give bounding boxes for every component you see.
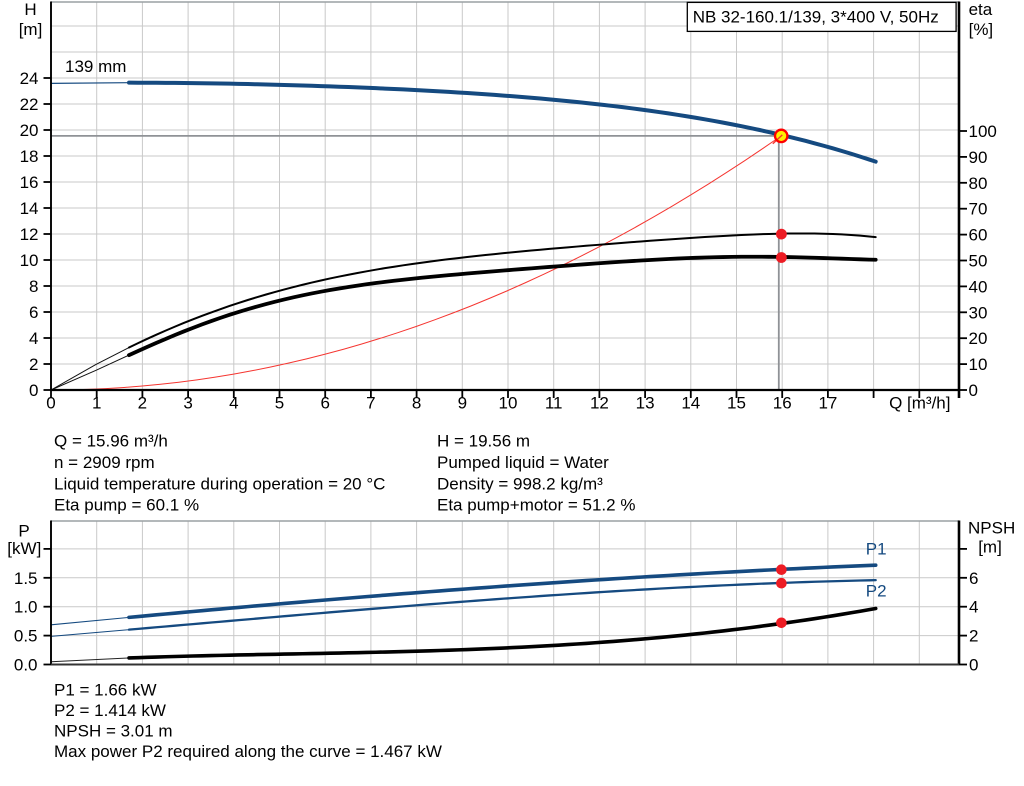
- svg-text:139 mm: 139 mm: [65, 57, 126, 76]
- svg-text:20: 20: [20, 121, 39, 140]
- svg-text:10: 10: [969, 355, 988, 374]
- svg-text:16: 16: [20, 173, 39, 192]
- svg-text:1.0: 1.0: [14, 598, 38, 617]
- svg-text:[m]: [m]: [978, 538, 1002, 557]
- svg-text:H: H: [24, 0, 36, 19]
- svg-text:6: 6: [29, 303, 38, 322]
- svg-text:P2: P2: [866, 581, 887, 600]
- svg-text:[kW]: [kW]: [7, 539, 41, 558]
- svg-text:60: 60: [969, 226, 988, 245]
- svg-text:4: 4: [29, 329, 38, 348]
- svg-text:6: 6: [969, 569, 978, 588]
- svg-text:12: 12: [590, 394, 609, 413]
- svg-text:H = 19.56 m: H = 19.56 m: [437, 432, 530, 451]
- svg-text:0: 0: [29, 381, 38, 400]
- svg-text:40: 40: [969, 277, 988, 296]
- svg-text:13: 13: [636, 394, 655, 413]
- svg-text:10: 10: [499, 394, 518, 413]
- svg-text:16: 16: [773, 394, 792, 413]
- svg-text:70: 70: [969, 200, 988, 219]
- svg-text:Pumped liquid = Water: Pumped liquid = Water: [437, 453, 609, 472]
- svg-text:eta: eta: [969, 0, 993, 19]
- svg-text:P: P: [18, 522, 29, 541]
- svg-text:2: 2: [969, 627, 978, 646]
- svg-text:NPSH = 3.01 m: NPSH = 3.01 m: [54, 722, 173, 741]
- svg-text:P1: P1: [866, 540, 887, 559]
- svg-text:[m]: [m]: [19, 20, 43, 39]
- svg-text:Eta pump = 60.1 %: Eta pump = 60.1 %: [54, 496, 199, 515]
- svg-text:0.0: 0.0: [14, 656, 38, 675]
- svg-text:14: 14: [681, 394, 700, 413]
- svg-text:P2 = 1.414 kW: P2 = 1.414 kW: [54, 701, 166, 720]
- svg-text:P1 = 1.66 kW: P1 = 1.66 kW: [54, 681, 157, 700]
- svg-text:17: 17: [818, 394, 837, 413]
- svg-text:0.5: 0.5: [14, 627, 38, 646]
- svg-text:Q [m³/h]: Q [m³/h]: [889, 394, 950, 413]
- svg-text:0: 0: [969, 656, 978, 675]
- svg-text:24: 24: [20, 69, 39, 88]
- svg-text:10: 10: [20, 251, 39, 270]
- svg-text:2: 2: [29, 355, 38, 374]
- svg-text:90: 90: [969, 148, 988, 167]
- svg-text:7: 7: [366, 394, 375, 413]
- svg-text:15: 15: [727, 394, 746, 413]
- svg-text:4: 4: [969, 598, 978, 617]
- svg-text:0: 0: [969, 381, 978, 400]
- svg-text:NB 32-160.1/139, 3*400 V, 50Hz: NB 32-160.1/139, 3*400 V, 50Hz: [693, 7, 939, 26]
- svg-text:5: 5: [275, 394, 284, 413]
- svg-text:20: 20: [969, 329, 988, 348]
- svg-text:80: 80: [969, 174, 988, 193]
- svg-text:Liquid temperature during oper: Liquid temperature during operation = 20…: [54, 474, 385, 493]
- svg-text:30: 30: [969, 303, 988, 322]
- svg-text:4: 4: [229, 394, 238, 413]
- svg-text:12: 12: [20, 225, 39, 244]
- svg-text:9: 9: [458, 394, 467, 413]
- svg-text:2: 2: [138, 394, 147, 413]
- svg-text:[%]: [%]: [969, 20, 994, 39]
- svg-text:1: 1: [92, 394, 101, 413]
- svg-text:14: 14: [20, 199, 39, 218]
- svg-text:8: 8: [412, 394, 421, 413]
- svg-text:0: 0: [46, 394, 55, 413]
- svg-text:22: 22: [20, 95, 39, 114]
- svg-text:Density = 998.2 kg/m³: Density = 998.2 kg/m³: [437, 474, 603, 493]
- svg-text:Max power P2 required along th: Max power P2 required along the curve = …: [54, 742, 442, 761]
- svg-text:18: 18: [20, 147, 39, 166]
- svg-text:6: 6: [320, 394, 329, 413]
- svg-text:50: 50: [969, 252, 988, 271]
- svg-text:n = 2909 rpm: n = 2909 rpm: [54, 453, 155, 472]
- svg-text:NPSH: NPSH: [968, 519, 1015, 538]
- svg-text:100: 100: [969, 122, 997, 141]
- svg-text:1.5: 1.5: [14, 569, 38, 588]
- svg-text:11: 11: [545, 394, 563, 413]
- svg-text:8: 8: [29, 277, 38, 296]
- svg-text:Eta pump+motor = 51.2 %: Eta pump+motor = 51.2 %: [437, 496, 635, 515]
- svg-text:Q = 15.96 m³/h: Q = 15.96 m³/h: [54, 432, 168, 451]
- svg-text:3: 3: [183, 394, 192, 413]
